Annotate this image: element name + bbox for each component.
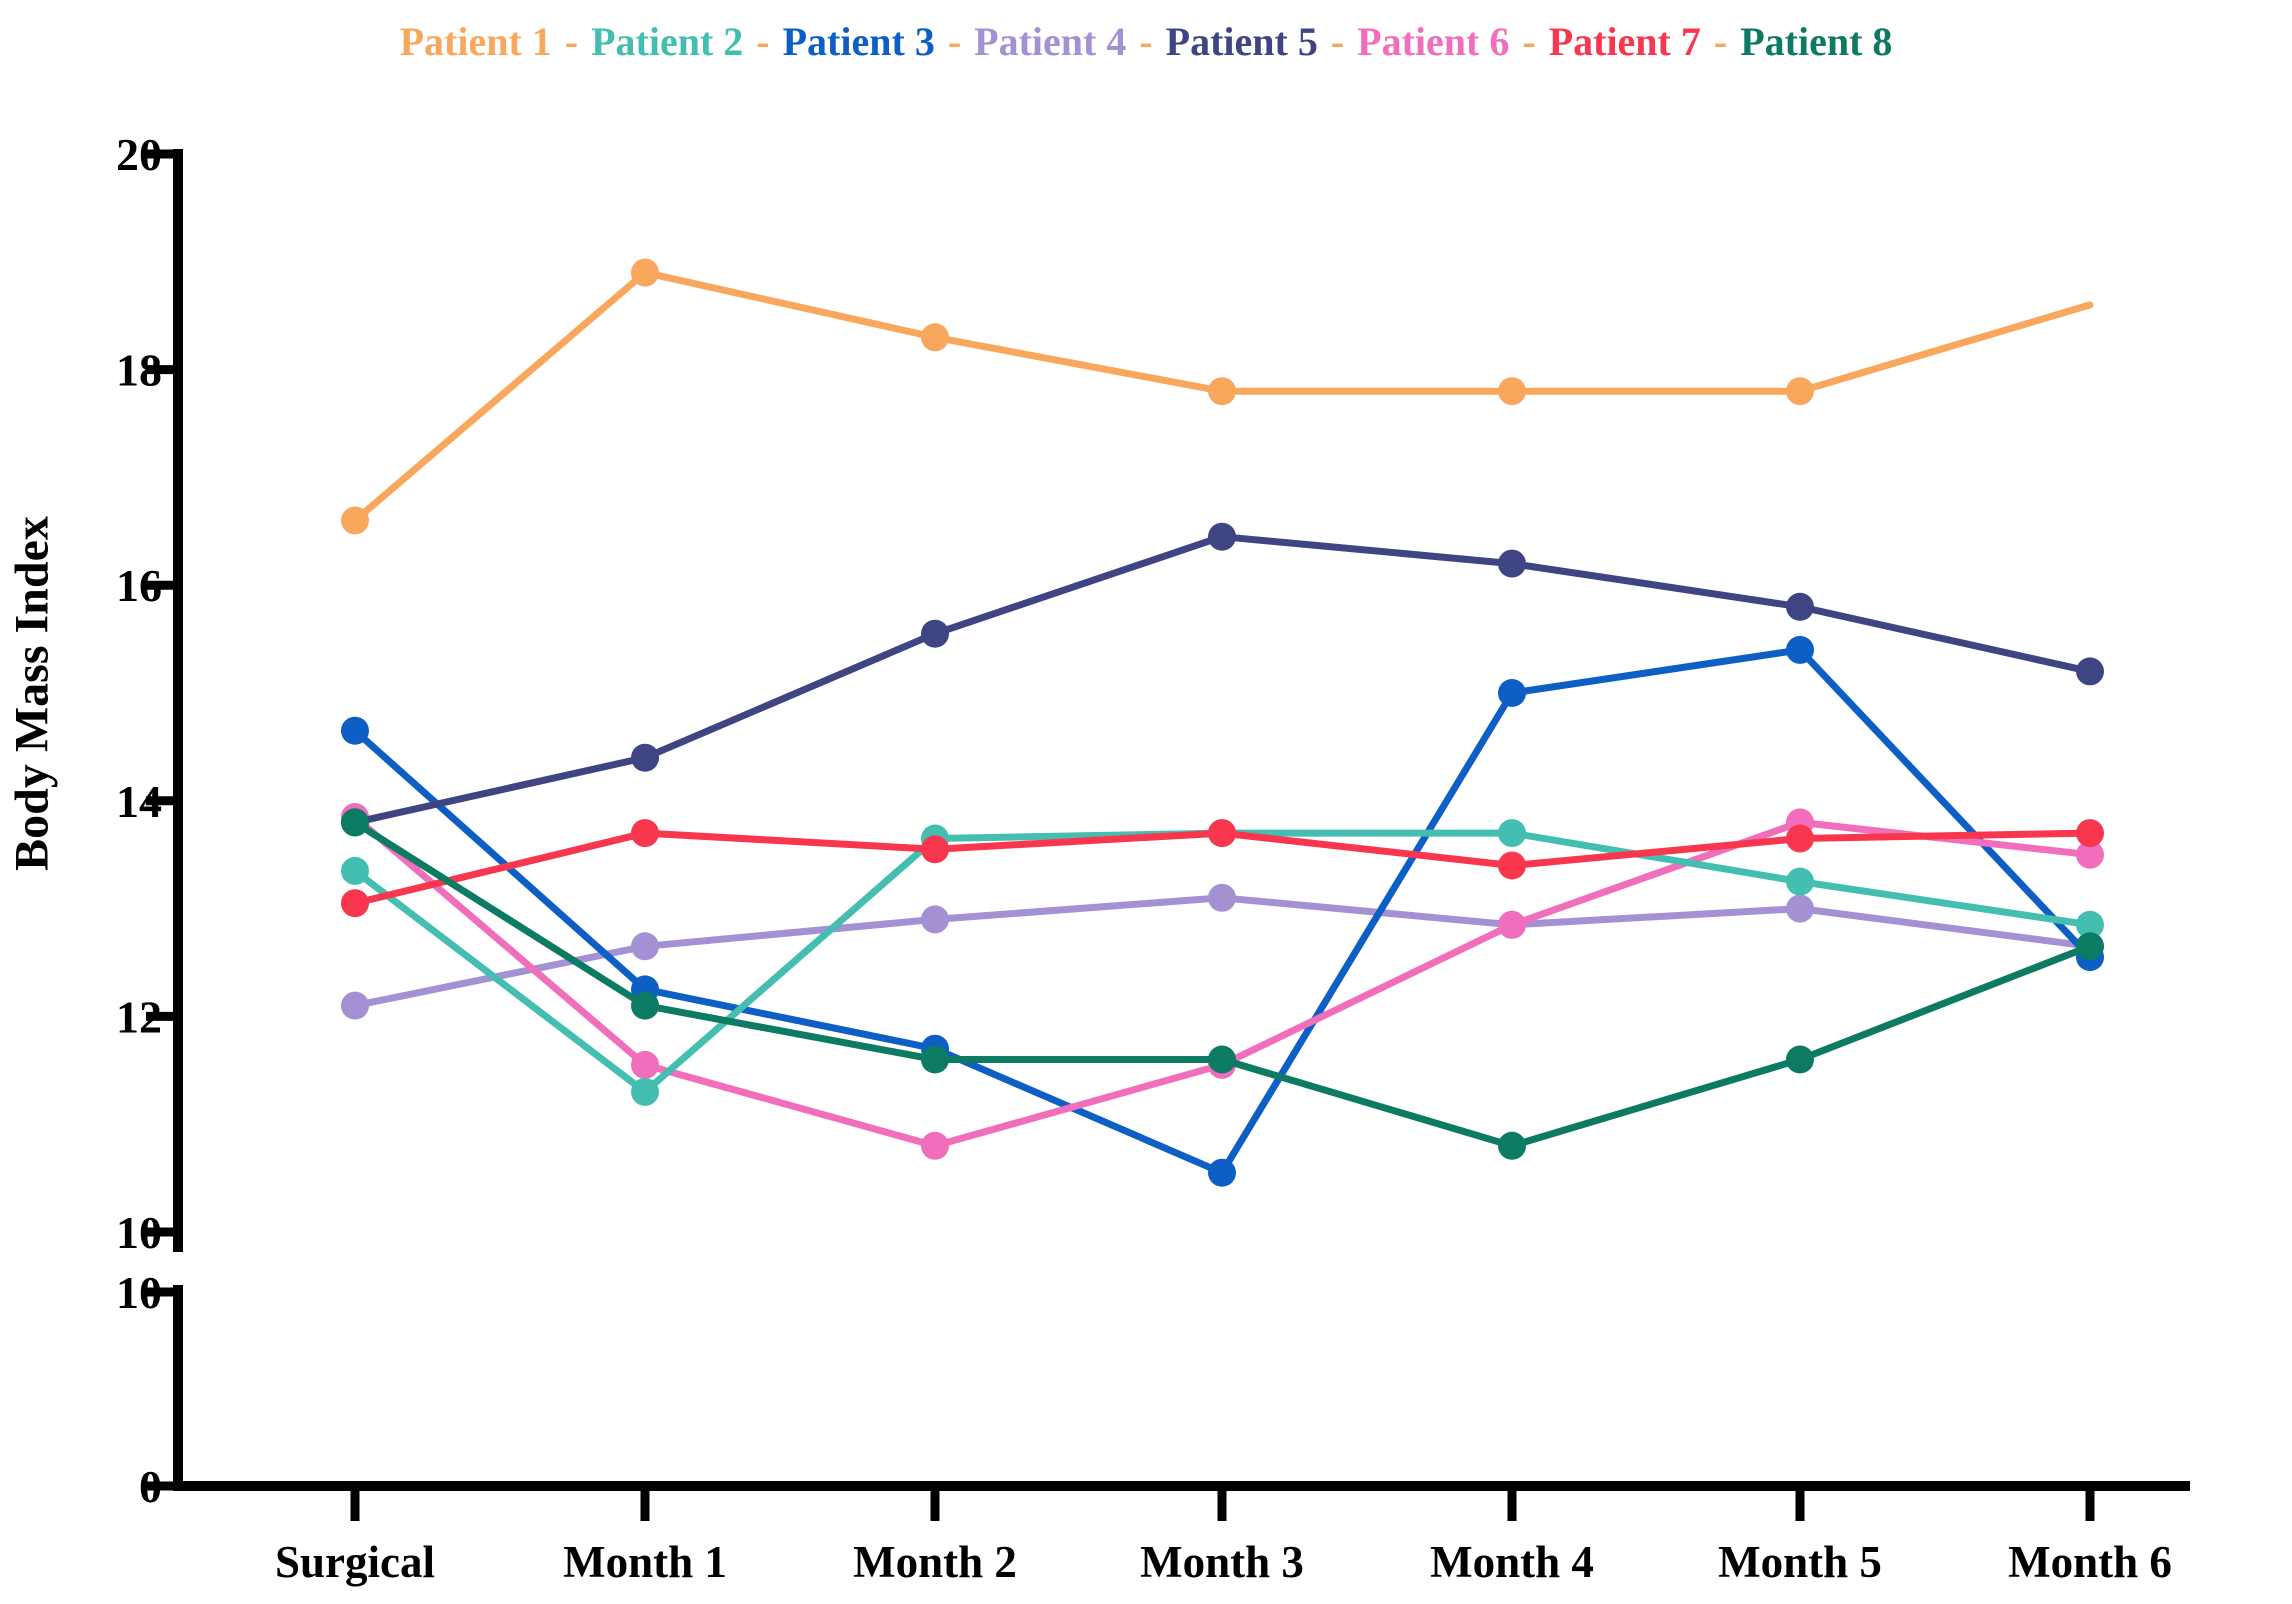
data-point-patient-2 xyxy=(1786,867,1814,896)
data-point-patient-4 xyxy=(631,932,659,961)
ytick-label: 12 xyxy=(116,991,162,1042)
data-point-patient-8 xyxy=(631,991,659,1020)
legend-separator: - xyxy=(1139,19,1153,64)
ytick-label: 18 xyxy=(116,345,162,396)
legend-item-patient-3: Patient 3 xyxy=(782,19,935,64)
data-point-patient-5 xyxy=(921,619,949,648)
data-point-patient-7 xyxy=(2076,819,2104,848)
data-point-patient-2 xyxy=(631,1077,659,1106)
data-point-patient-8 xyxy=(1498,1131,1526,1160)
legend-item-patient-4: Patient 4 xyxy=(974,19,1127,64)
legend-separator: - xyxy=(564,19,579,64)
xtick-label: Month 6 xyxy=(2008,1537,2172,1587)
data-point-patient-3 xyxy=(1208,1158,1236,1187)
data-point-patient-8 xyxy=(341,808,369,837)
data-point-patient-4 xyxy=(921,905,949,934)
data-point-patient-6 xyxy=(1498,910,1526,939)
legend-separator: - xyxy=(1522,19,1536,64)
data-point-patient-7 xyxy=(341,889,369,918)
data-point-patient-1 xyxy=(921,323,949,352)
data-point-patient-1 xyxy=(1498,377,1526,406)
series-group xyxy=(341,258,2104,1187)
data-point-patient-6 xyxy=(921,1131,949,1160)
ytick-label: 10 xyxy=(116,1267,162,1318)
data-point-patient-3 xyxy=(1786,635,1814,664)
data-point-patient-1 xyxy=(1786,377,1814,406)
ytick-label: 20 xyxy=(116,129,162,180)
legend-separator: - xyxy=(756,19,770,64)
data-point-patient-5 xyxy=(1786,592,1814,621)
legend-item-patient-7: Patient 7 xyxy=(1548,19,1701,64)
chart-legend: Patient 1- Patient 2- Patient 3- Patient 4-… xyxy=(0,18,2292,65)
data-point-patient-1 xyxy=(1208,377,1236,406)
data-point-patient-1 xyxy=(341,506,369,535)
data-point-patient-4 xyxy=(1786,894,1814,923)
legend-separator: - xyxy=(1713,19,1728,64)
xtick-label: Month 3 xyxy=(1140,1537,1304,1587)
data-point-patient-8 xyxy=(2076,932,2104,961)
legend-item-patient-1: Patient 1 xyxy=(399,19,552,64)
ytick-label: 16 xyxy=(116,560,162,611)
data-point-patient-5 xyxy=(1208,522,1236,551)
xtick-label: Surgical xyxy=(275,1537,435,1587)
data-point-patient-3 xyxy=(341,716,369,745)
legend-item-patient-6: Patient 6 xyxy=(1357,19,1510,64)
legend-separator: - xyxy=(1330,19,1345,64)
xtick-label: Month 4 xyxy=(1430,1537,1594,1587)
data-point-patient-6 xyxy=(2076,840,2104,869)
legend-separator: - xyxy=(947,19,962,64)
data-point-patient-4 xyxy=(341,991,369,1020)
xtick-label: Month 2 xyxy=(853,1537,1017,1587)
axis-labels: 20 18 16 14 12 10 10 0 Surgical Month 1 Month 2 Mon… xyxy=(116,129,2172,1587)
data-point-patient-7 xyxy=(1498,851,1526,880)
data-point-patient-8 xyxy=(921,1045,949,1074)
data-point-patient-7 xyxy=(921,835,949,864)
xtick-label: Month 1 xyxy=(563,1537,727,1587)
data-point-patient-1 xyxy=(631,258,659,287)
series-line-patient-8 xyxy=(351,818,2094,1150)
data-point-patient-6 xyxy=(631,1050,659,1079)
ytick-label: 10 xyxy=(116,1207,162,1258)
data-point-patient-4 xyxy=(1208,883,1236,912)
data-point-patient-2 xyxy=(341,856,369,885)
data-point-patient-8 xyxy=(1208,1045,1236,1074)
data-point-patient-5 xyxy=(631,743,659,772)
legend-item-patient-2: Patient 2 xyxy=(591,19,744,64)
legend-item-patient-8: Patient 8 xyxy=(1740,19,1893,64)
data-point-patient-5 xyxy=(2076,657,2104,686)
data-point-patient-7 xyxy=(1208,819,1236,848)
data-point-patient-8 xyxy=(1786,1045,1814,1074)
ytick-label: 0 xyxy=(139,1461,162,1512)
data-point-patient-5 xyxy=(1498,549,1526,578)
legend-item-patient-5: Patient 5 xyxy=(1165,19,1318,64)
data-point-patient-2 xyxy=(1498,819,1526,848)
y-axis-title: Body Mass Index xyxy=(5,516,59,871)
data-point-patient-3 xyxy=(1498,679,1526,707)
ytick-label: 14 xyxy=(116,776,162,827)
data-point-patient-7 xyxy=(1786,824,1814,853)
data-point-patient-2 xyxy=(2076,910,2104,939)
xtick-label: Month 5 xyxy=(1718,1537,1882,1587)
series-line-patient-6 xyxy=(351,813,2094,1150)
data-point-patient-7 xyxy=(631,819,659,848)
axes xyxy=(146,149,2190,1521)
